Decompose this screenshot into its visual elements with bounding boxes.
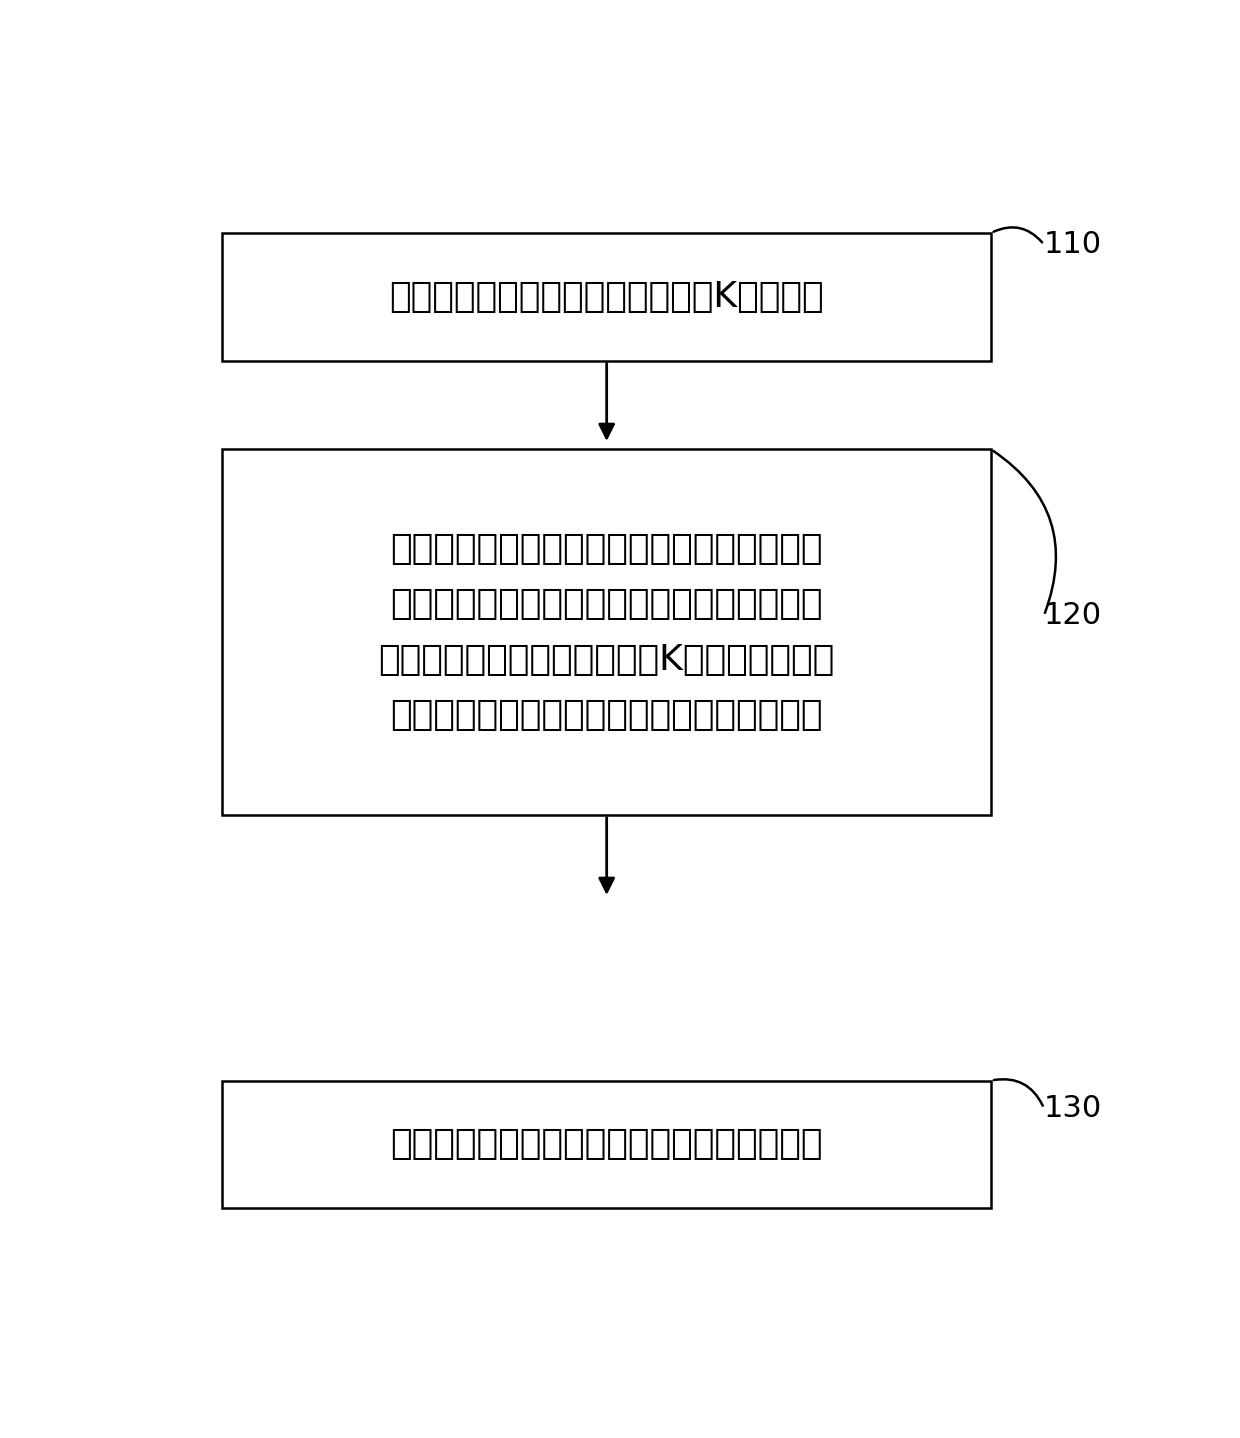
Text: 获取磁共振弥散加权图像所对应的K空间数据: 获取磁共振弥散加权图像所对应的K空间数据 <box>389 280 825 313</box>
Text: 110: 110 <box>1044 230 1102 259</box>
Text: 基于磁共振弥散加权成像模型和采样噪声的高
斯分布性质，利用弥散加权图像的稀疏性，采
用最大后验概率估计的方法由K空间数据获得每
一个空间位置所对应的去噪后的弥散: 基于磁共振弥散加权成像模型和采样噪声的高 斯分布性质，利用弥散加权图像的稀疏性，… <box>378 532 835 732</box>
Bar <box>222 449 991 815</box>
Text: 130: 130 <box>1044 1094 1102 1123</box>
Bar <box>222 1080 991 1208</box>
Text: 基于去噪后的弥散张量矩阵，获得弥散参数图: 基于去噪后的弥散张量矩阵，获得弥散参数图 <box>391 1127 823 1160</box>
Bar <box>222 233 991 361</box>
Text: 120: 120 <box>1044 601 1102 630</box>
